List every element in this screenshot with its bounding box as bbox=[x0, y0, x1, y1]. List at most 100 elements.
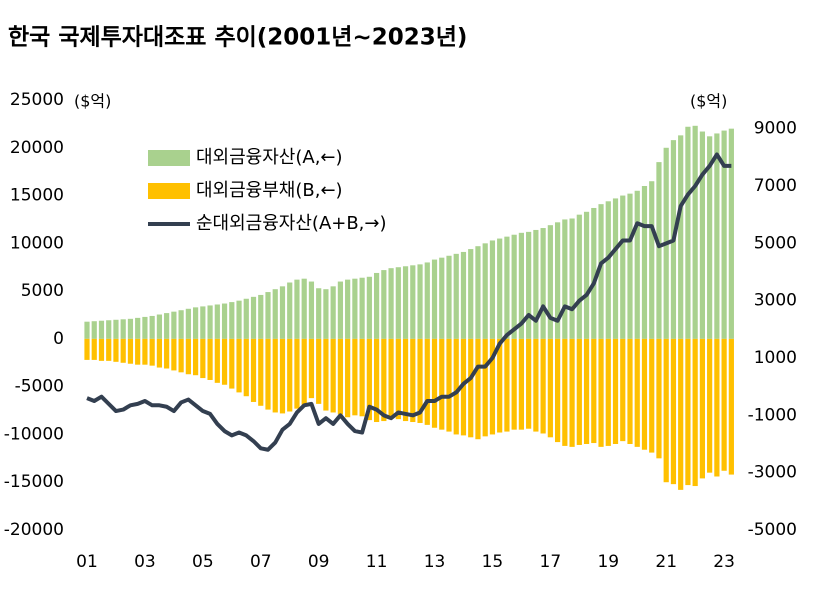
bar bbox=[127, 318, 134, 339]
x-tick-label: 13 bbox=[424, 552, 446, 572]
bar bbox=[178, 338, 184, 373]
bar bbox=[265, 292, 271, 339]
legend-swatch bbox=[148, 150, 190, 166]
bar bbox=[533, 338, 539, 432]
bar bbox=[685, 126, 691, 339]
bar bbox=[728, 338, 734, 475]
bar bbox=[649, 181, 655, 339]
legend-label: 순대외금융자산(A+B,→) bbox=[196, 213, 387, 234]
bar bbox=[439, 257, 445, 339]
bar bbox=[374, 338, 380, 423]
bar bbox=[120, 338, 126, 363]
bar bbox=[417, 264, 423, 339]
bar bbox=[417, 338, 423, 423]
bar bbox=[337, 281, 343, 339]
bar bbox=[424, 338, 430, 425]
bar bbox=[569, 338, 575, 447]
y-tick-label: -15000 bbox=[4, 472, 64, 492]
y-tick-label: -10000 bbox=[4, 424, 64, 444]
bar bbox=[395, 338, 401, 420]
bar bbox=[583, 211, 590, 339]
bar bbox=[692, 338, 698, 487]
bar bbox=[460, 338, 467, 436]
bar bbox=[272, 338, 278, 413]
bar bbox=[562, 338, 568, 446]
bar bbox=[193, 307, 199, 339]
bar bbox=[518, 232, 524, 339]
y-tick-label: 15000 bbox=[10, 186, 64, 206]
bar bbox=[193, 338, 199, 376]
bar bbox=[214, 338, 220, 383]
bar bbox=[243, 298, 249, 339]
bar bbox=[294, 279, 300, 339]
bar bbox=[641, 186, 648, 339]
bar bbox=[475, 246, 481, 339]
bar bbox=[424, 262, 430, 339]
bar bbox=[330, 338, 336, 413]
bar bbox=[526, 338, 532, 429]
y-tick-label: 0 bbox=[53, 329, 64, 349]
bar bbox=[504, 236, 510, 339]
x-tick-label: 07 bbox=[250, 552, 272, 572]
bar bbox=[84, 321, 90, 339]
bar bbox=[583, 338, 590, 444]
bar bbox=[156, 314, 162, 339]
bar bbox=[91, 338, 97, 360]
bar bbox=[555, 222, 561, 339]
y-axis-unit: ($억) bbox=[74, 92, 111, 111]
bar bbox=[714, 338, 720, 477]
bar bbox=[294, 338, 300, 409]
bar bbox=[656, 338, 662, 459]
bar bbox=[142, 338, 148, 365]
bar bbox=[475, 338, 481, 440]
bar bbox=[446, 338, 452, 432]
bar bbox=[707, 338, 713, 473]
bar bbox=[200, 338, 206, 379]
bar bbox=[178, 310, 184, 339]
bar bbox=[453, 338, 459, 435]
bar bbox=[84, 338, 90, 360]
x-tick-label: 15 bbox=[482, 552, 504, 572]
bar bbox=[279, 286, 286, 339]
bar bbox=[439, 338, 445, 430]
bar bbox=[511, 234, 517, 339]
bar bbox=[135, 338, 141, 365]
bar bbox=[258, 338, 264, 406]
y-tick-label: 25000 bbox=[10, 90, 64, 110]
bar bbox=[381, 270, 387, 339]
x-tick-label: 17 bbox=[540, 552, 562, 572]
bar bbox=[591, 207, 597, 339]
bar bbox=[113, 338, 119, 362]
bar bbox=[250, 296, 257, 339]
bar bbox=[316, 288, 322, 339]
bar bbox=[540, 228, 546, 339]
chart-title: 한국 국제투자대조표 추이(2001년~2023년) bbox=[8, 25, 467, 51]
bar bbox=[410, 338, 416, 423]
y2-tick-label: -5000 bbox=[748, 520, 797, 540]
bar bbox=[612, 338, 619, 444]
y2-axis-unit: ($억) bbox=[690, 92, 727, 111]
bar bbox=[641, 338, 648, 450]
bar bbox=[678, 338, 684, 490]
bar bbox=[337, 338, 343, 415]
bar bbox=[221, 338, 228, 385]
bar bbox=[250, 338, 257, 402]
bar bbox=[562, 219, 568, 339]
bar bbox=[164, 338, 170, 369]
bar bbox=[142, 316, 148, 339]
bar bbox=[678, 135, 684, 339]
y2-tick-label: -1000 bbox=[748, 405, 797, 425]
bar bbox=[728, 128, 734, 339]
bar bbox=[171, 311, 177, 339]
bar bbox=[366, 276, 372, 339]
y2-tick-label: 7000 bbox=[754, 176, 797, 196]
bar bbox=[489, 338, 496, 435]
bar bbox=[287, 338, 293, 412]
bar bbox=[308, 281, 315, 339]
bar bbox=[388, 268, 394, 339]
bar bbox=[98, 320, 105, 339]
legend-label: 대외금융부채(B,←) bbox=[196, 180, 343, 201]
bar bbox=[120, 319, 126, 339]
bar bbox=[272, 289, 278, 339]
bar bbox=[395, 267, 401, 339]
